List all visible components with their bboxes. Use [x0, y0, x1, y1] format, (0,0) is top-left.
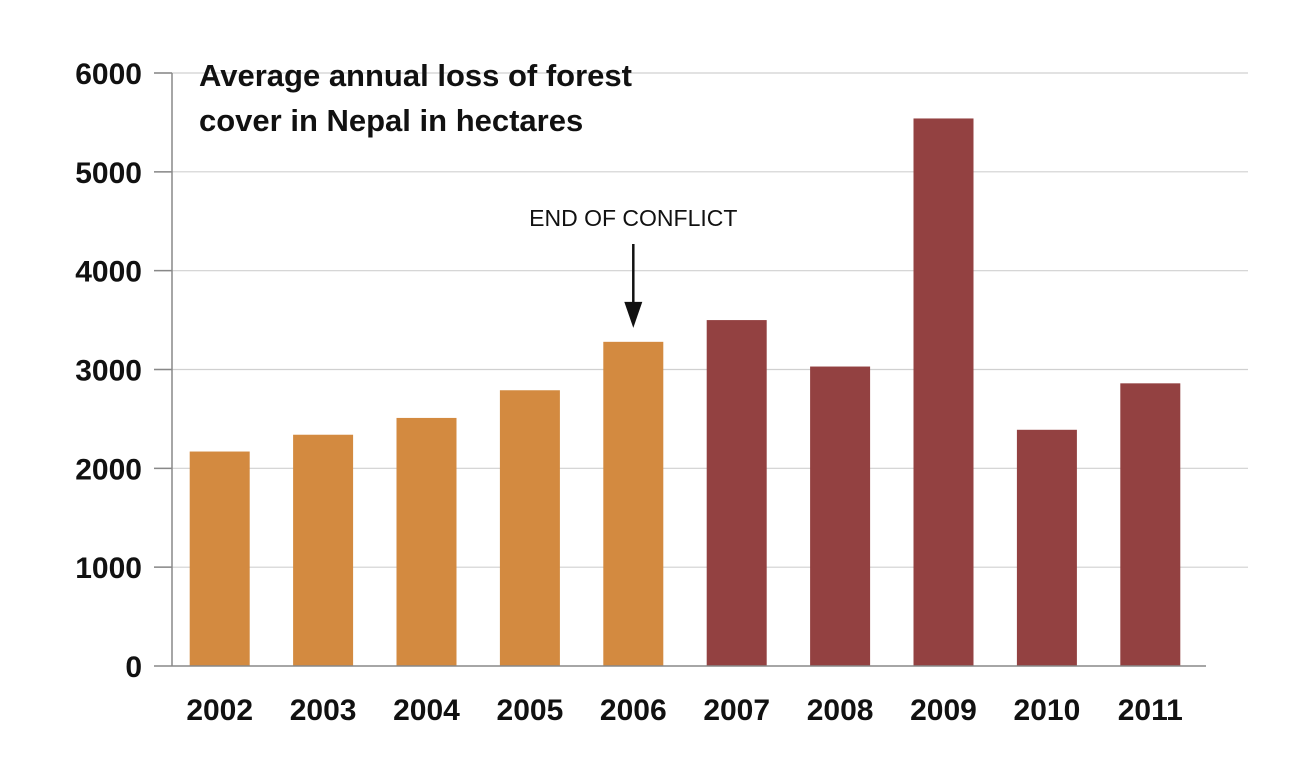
y-tick-label-0: 0 [125, 651, 142, 684]
x-tick-label-2002: 2002 [186, 694, 253, 727]
bar-2007 [706, 320, 767, 666]
y-tick-label-5000: 5000 [75, 157, 142, 190]
x-tick-labels: 2002 2003 2004 2005 2006 2007 2008 2009 2010 2011 [186, 694, 1183, 727]
x-tick-label-2007: 2007 [703, 694, 770, 727]
y-tick-label-6000: 6000 [75, 58, 142, 91]
bar-2006 [603, 341, 664, 666]
x-tick-label-2004: 2004 [393, 694, 460, 727]
bar-2005 [499, 390, 560, 666]
chart-title: Average annual loss of forest cover in N… [199, 58, 632, 138]
annotation: END OF CONFLICT [529, 205, 737, 328]
y-tick-label-3000: 3000 [75, 355, 142, 388]
x-tick-label-2003: 2003 [290, 694, 357, 727]
bar-2010 [1016, 429, 1077, 666]
bar-2004 [396, 417, 457, 666]
y-tick-label-4000: 4000 [75, 256, 142, 289]
x-tick-label-2005: 2005 [497, 694, 564, 727]
bar-2009 [913, 118, 974, 667]
x-tick-label-2008: 2008 [807, 694, 874, 727]
bar-2008 [810, 366, 871, 666]
annotation-label: END OF CONFLICT [529, 205, 737, 231]
y-tick-label-2000: 2000 [75, 453, 142, 486]
bar-2002 [189, 451, 250, 666]
bar-2011 [1120, 383, 1181, 666]
x-tick-label-2011: 2011 [1118, 694, 1183, 727]
annotation-arrow-head-icon [624, 301, 643, 328]
y-tick-label-1000: 1000 [75, 552, 142, 585]
x-tick-label-2010: 2010 [1014, 694, 1081, 727]
bars [189, 118, 1181, 667]
x-tick-label-2009: 2009 [910, 694, 977, 727]
x-tick-label-2006: 2006 [600, 694, 667, 727]
bar-2003 [293, 434, 354, 666]
chart-title-line-2: cover in Nepal in hectares [199, 103, 583, 138]
y-tick-labels: 0 1000 2000 3000 4000 5000 6000 [75, 58, 172, 684]
chart-title-line-1: Average annual loss of forest [199, 58, 632, 93]
